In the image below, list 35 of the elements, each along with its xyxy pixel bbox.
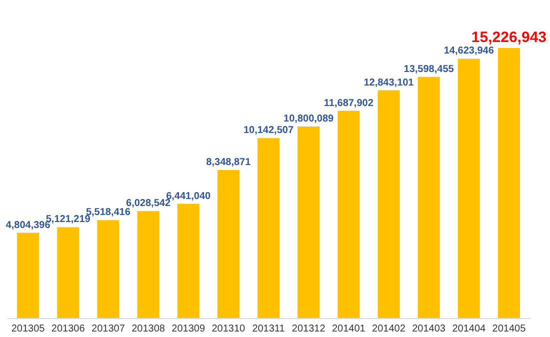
x-tick-label: 201306 [51,324,86,334]
data-label: 12,843,101 [364,77,414,88]
bar [298,126,320,318]
data-label: 13,598,455 [404,64,454,75]
x-tick-label: 201402 [372,324,406,334]
x-tick-label: 201310 [212,324,246,334]
data-label: 11,687,902 [324,98,374,109]
bar [97,220,120,318]
x-tick-label: 201305 [11,324,46,334]
x-tick-label: 201311 [252,324,286,334]
x-tick-label: 201404 [452,324,486,334]
x-tick-label: 201405 [492,324,526,334]
bar [378,90,400,318]
bar [17,232,40,318]
x-tick-label: 201307 [92,324,126,334]
x-tick-label: 201312 [292,324,326,334]
bar [137,211,160,318]
bar [498,48,520,318]
data-label: 15,226,943 [471,29,546,46]
x-tick-label: 201309 [172,324,206,334]
bar [57,227,80,318]
x-tick-label: 201401 [332,324,366,334]
bar [338,110,360,318]
data-label: 8,348,871 [206,156,252,168]
bar [177,204,200,318]
data-label: 6,028,542 [126,198,171,210]
data-label: 10,800,089 [284,113,334,124]
x-tick-label: 201403 [412,324,446,334]
data-label: 10,142,507 [243,125,294,136]
bar [418,76,440,318]
bar [217,170,240,318]
bar [458,58,480,318]
x-tick-label: 201308 [132,324,166,334]
data-label: 14,623,946 [444,46,494,57]
bar [257,138,280,318]
